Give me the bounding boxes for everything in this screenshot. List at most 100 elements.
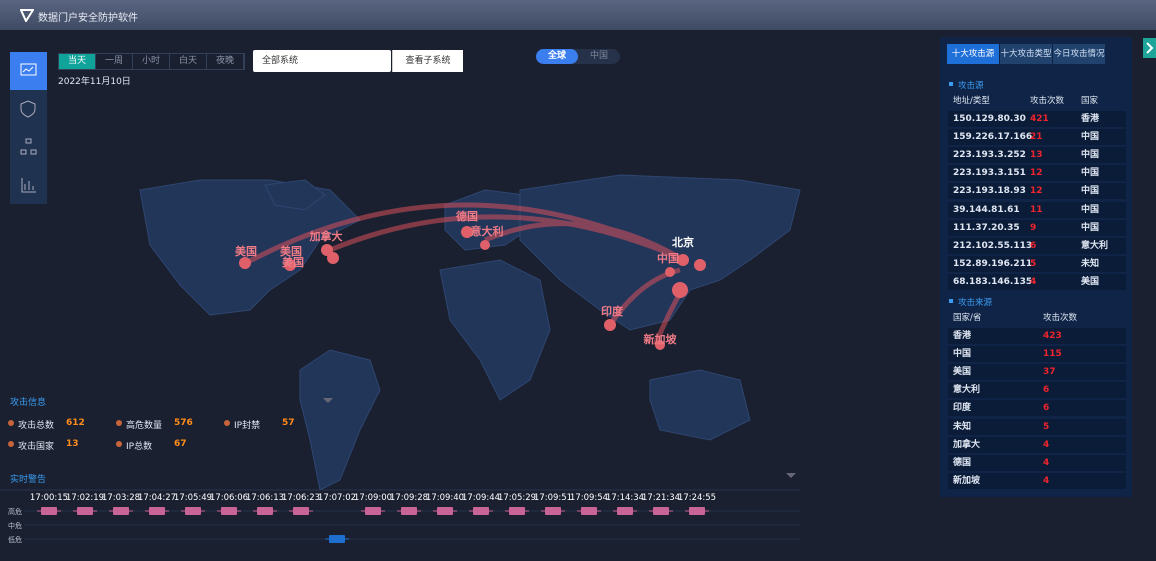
- table-row: 212.102.55.113 6 意大利: [948, 237, 1126, 254]
- event-marker: [509, 507, 525, 515]
- info-value: 57: [282, 418, 295, 428]
- info-value: 576: [174, 418, 193, 428]
- table-cell: 4: [1043, 475, 1050, 486]
- info-value: 13: [66, 439, 79, 449]
- table-cell: 意大利: [953, 385, 981, 396]
- sidebar: [10, 52, 47, 204]
- info-dot: [116, 441, 122, 447]
- info-value: 612: [66, 418, 85, 428]
- table-row: 中国 115: [948, 346, 1126, 363]
- column-header: 攻击次数: [1043, 313, 1078, 323]
- table-cell: 421: [1030, 114, 1049, 124]
- scope-tab[interactable]: 中国: [589, 51, 608, 61]
- column-header: 国家/省: [953, 313, 982, 323]
- event-time: 17:06:13: [246, 493, 284, 503]
- info-label: 攻击国家: [18, 442, 55, 452]
- table-cell: 意大利: [1081, 240, 1109, 251]
- event-time: 17:05:29: [498, 493, 536, 503]
- event-time: 17:04:27: [138, 493, 176, 503]
- table-cell: 中国: [953, 349, 972, 360]
- nav-topology[interactable]: [10, 128, 47, 166]
- attack-info-title: 攻击信息: [10, 398, 47, 408]
- scope-tab[interactable]: 全球: [536, 49, 578, 64]
- nav-stats[interactable]: [10, 166, 47, 204]
- table-row: 223.193.3.151 12 中国: [948, 165, 1126, 182]
- table-cell: 香港: [1081, 114, 1100, 124]
- table-row: 新加坡 4: [948, 472, 1126, 489]
- table-cell: 423: [1043, 331, 1062, 341]
- event-time: 17:21:34: [642, 493, 680, 503]
- table-cell: 6: [1043, 403, 1050, 414]
- table-row: 223.193.3.252 13 中国: [948, 147, 1126, 164]
- event-time: 17:02:19: [66, 493, 104, 503]
- time-tab[interactable]: 白天: [170, 54, 207, 69]
- event-marker: [365, 507, 381, 515]
- table-cell: 美国: [953, 367, 972, 378]
- table-row: 111.37.20.35 9 中国: [948, 219, 1126, 236]
- event-time: 17:14:34: [606, 493, 644, 503]
- table-cell: 115: [1043, 349, 1062, 360]
- table-cell: 11: [1030, 204, 1043, 215]
- time-tab[interactable]: 小时: [133, 54, 170, 69]
- info-label: 攻击总数: [18, 421, 55, 431]
- table-cell: 12: [1030, 186, 1043, 197]
- nav-monitor[interactable]: [10, 52, 47, 90]
- table-cell: 中国: [1081, 132, 1100, 143]
- event-marker: [545, 507, 561, 515]
- event-marker: [149, 507, 165, 515]
- level-label: 高危: [8, 507, 22, 516]
- panel-tab[interactable]: 今日攻击情况: [1053, 44, 1105, 64]
- info-dot: [224, 420, 230, 426]
- table-cell: 中国: [1081, 150, 1100, 161]
- info-dot: [8, 420, 14, 426]
- event-time: 17:07:02: [318, 493, 356, 503]
- table-cell: 223.193.18.93: [953, 186, 1026, 197]
- time-tab[interactable]: 夜晚: [207, 54, 244, 69]
- table-cell: 中国: [1081, 204, 1100, 215]
- map-label: 美国: [280, 244, 302, 258]
- table-cell: 223.193.3.252: [953, 150, 1026, 161]
- scope-toggle: 全球 中国: [536, 49, 620, 64]
- event-time: 17:05:49: [174, 493, 212, 503]
- table-cell: 德国: [953, 457, 972, 468]
- time-tab[interactable]: 一周: [96, 54, 133, 69]
- table-cell: 12: [1030, 168, 1043, 179]
- nav-shield[interactable]: [10, 90, 47, 128]
- event-time: 17:09:28: [390, 493, 428, 503]
- table-row: 150.129.80.30 421 香港: [948, 111, 1126, 127]
- event-marker: [473, 507, 489, 515]
- event-time: 17:09:51: [534, 493, 572, 503]
- info-dot: [8, 441, 14, 447]
- table-row: 香港 423: [948, 328, 1126, 344]
- table-cell: 39.144.81.61: [953, 204, 1020, 215]
- event-time: 17:06:23: [282, 493, 320, 503]
- collapse-button[interactable]: [1143, 38, 1156, 58]
- table-cell: 中国: [1081, 168, 1100, 179]
- event-marker: [437, 507, 453, 515]
- system-select[interactable]: 全部系统: [253, 50, 391, 72]
- column-header: 国家: [1081, 96, 1099, 106]
- table-cell: 9: [1030, 222, 1037, 233]
- table-cell: 4: [1030, 276, 1037, 287]
- map-label: 德国: [455, 209, 478, 223]
- info-label: 高危数量: [126, 421, 163, 431]
- event-marker: [617, 507, 633, 515]
- panel-tab[interactable]: 十大攻击源: [947, 44, 999, 64]
- table-cell: 68.183.146.135: [953, 276, 1033, 287]
- event-time: 17:09:54: [570, 493, 608, 503]
- panel-tab[interactable]: 十大攻击类型: [1000, 44, 1052, 64]
- event-time: 17:09:40: [426, 493, 464, 503]
- map-label: 北京: [672, 235, 694, 249]
- info-dot: [116, 420, 122, 426]
- map-label: 印度: [601, 304, 624, 318]
- table-cell: 212.102.55.113: [953, 240, 1033, 251]
- table-cell: 印度: [953, 403, 972, 414]
- section-title: 攻击来源: [958, 298, 993, 308]
- event-marker: [293, 507, 309, 515]
- time-tab[interactable]: 当天: [59, 54, 96, 69]
- world-map: [139, 174, 801, 491]
- event-marker: [653, 507, 669, 515]
- table-cell: 4: [1043, 457, 1050, 468]
- subsystem-button[interactable]: 查看子系统: [392, 50, 463, 72]
- logo: [20, 9, 34, 22]
